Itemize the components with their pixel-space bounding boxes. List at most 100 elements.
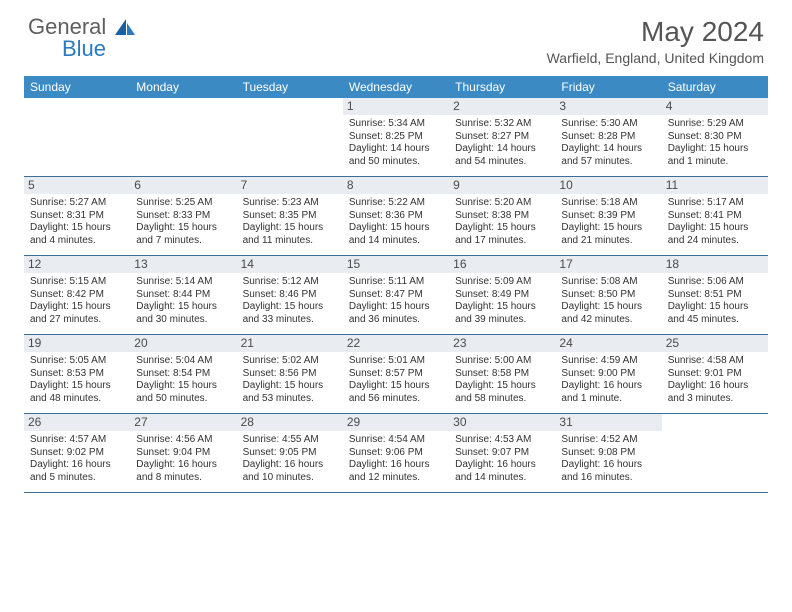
day-cell: 6Sunrise: 5:25 AMSunset: 8:33 PMDaylight…	[130, 177, 236, 255]
page-title: May 2024	[547, 16, 764, 48]
daylight-text: Daylight: 15 hours and 30 minutes.	[136, 301, 230, 326]
sunset-text: Sunset: 9:04 PM	[136, 447, 230, 460]
daylight-text: Daylight: 15 hours and 39 minutes.	[455, 301, 549, 326]
day-cell: 5 Sunrise: 5:27 AMSunset: 8:31 PMDaylight…	[24, 177, 130, 255]
daylight-text: Daylight: 16 hours and 16 minutes.	[561, 459, 655, 484]
daylight-text: Daylight: 15 hours and 4 minutes.	[30, 222, 124, 247]
sunrise-text: Sunrise: 5:23 AM	[243, 197, 337, 210]
day-cell: 9Sunrise: 5:20 AMSunset: 8:38 PMDaylight…	[449, 177, 555, 255]
sunrise-text: Sunrise: 5:04 AM	[136, 355, 230, 368]
sunrise-text: Sunrise: 5:14 AM	[136, 276, 230, 289]
sunset-text: Sunset: 8:31 PM	[30, 210, 124, 223]
sunset-text: Sunset: 8:58 PM	[455, 368, 549, 381]
day-cell	[237, 98, 343, 176]
day-number: 5	[24, 177, 130, 194]
day-number: 31	[555, 414, 661, 431]
daylight-text: Daylight: 15 hours and 56 minutes.	[349, 380, 443, 405]
daylight-text: Daylight: 16 hours and 14 minutes.	[455, 459, 549, 484]
day-number: 22	[343, 335, 449, 352]
sunrise-text: Sunrise: 5:00 AM	[455, 355, 549, 368]
day-number: 9	[449, 177, 555, 194]
day-number: 1	[343, 98, 449, 115]
day-number: 17	[555, 256, 661, 273]
sunset-text: Sunset: 8:38 PM	[455, 210, 549, 223]
sunset-text: Sunset: 8:33 PM	[136, 210, 230, 223]
sunrise-text: Sunrise: 5:01 AM	[349, 355, 443, 368]
day-header: Thursday	[449, 76, 555, 98]
sunset-text: Sunset: 8:28 PM	[561, 131, 655, 144]
day-header: Sunday	[24, 76, 130, 98]
daylight-text: Daylight: 15 hours and 27 minutes.	[30, 301, 124, 326]
header: General Blue May 2024 Warfield, England,…	[0, 0, 792, 70]
daylight-text: Daylight: 16 hours and 3 minutes.	[668, 380, 762, 405]
sunset-text: Sunset: 8:46 PM	[243, 289, 337, 302]
day-cell: 27Sunrise: 4:56 AMSunset: 9:04 PMDayligh…	[130, 414, 236, 492]
week-row: 19Sunrise: 5:05 AMSunset: 8:53 PMDayligh…	[24, 335, 768, 414]
sunset-text: Sunset: 8:44 PM	[136, 289, 230, 302]
day-cell: 17Sunrise: 5:08 AMSunset: 8:50 PMDayligh…	[555, 256, 661, 334]
day-number: 2	[449, 98, 555, 115]
day-cell	[24, 98, 130, 176]
sunrise-text: Sunrise: 5:30 AM	[561, 118, 655, 131]
day-cell: 30Sunrise: 4:53 AMSunset: 9:07 PMDayligh…	[449, 414, 555, 492]
sunset-text: Sunset: 9:05 PM	[243, 447, 337, 460]
day-number: 24	[555, 335, 661, 352]
week-row: 5Sunrise: 5:27 AMSunset: 8:31 PMDaylight…	[24, 177, 768, 256]
day-number: 23	[449, 335, 555, 352]
sunrise-text: Sunrise: 5:29 AM	[668, 118, 762, 131]
sunrise-text: Sunrise: 5:11 AM	[349, 276, 443, 289]
daylight-text: Daylight: 16 hours and 1 minute.	[561, 380, 655, 405]
logo-sail-icon	[114, 18, 136, 36]
day-number: 3	[555, 98, 661, 115]
daylight-text: Daylight: 15 hours and 42 minutes.	[561, 301, 655, 326]
day-cell: 20Sunrise: 5:04 AMSunset: 8:54 PMDayligh…	[130, 335, 236, 413]
sunrise-text: Sunrise: 5:06 AM	[668, 276, 762, 289]
sunrise-text: Sunrise: 5:08 AM	[561, 276, 655, 289]
sunrise-text: Sunrise: 4:53 AM	[455, 434, 549, 447]
sunrise-text: Sunrise: 5:27 AM	[30, 197, 124, 210]
daylight-text: Daylight: 15 hours and 58 minutes.	[455, 380, 549, 405]
week-row: 12Sunrise: 5:15 AMSunset: 8:42 PMDayligh…	[24, 256, 768, 335]
day-number: 21	[237, 335, 343, 352]
daylight-text: Daylight: 15 hours and 48 minutes.	[30, 380, 124, 405]
daylight-text: Daylight: 16 hours and 5 minutes.	[30, 459, 124, 484]
sunset-text: Sunset: 8:42 PM	[30, 289, 124, 302]
logo-text-2: Blue	[62, 38, 106, 60]
daylight-text: Daylight: 14 hours and 57 minutes.	[561, 143, 655, 168]
sunset-text: Sunset: 8:27 PM	[455, 131, 549, 144]
day-cell: 18Sunrise: 5:06 AMSunset: 8:51 PMDayligh…	[662, 256, 768, 334]
logo: General Blue	[28, 16, 136, 60]
day-number: 14	[237, 256, 343, 273]
day-cell: 11Sunrise: 5:17 AMSunset: 8:41 PMDayligh…	[662, 177, 768, 255]
day-number: 13	[130, 256, 236, 273]
sunset-text: Sunset: 8:39 PM	[561, 210, 655, 223]
day-cell: 31Sunrise: 4:52 AMSunset: 9:08 PMDayligh…	[555, 414, 661, 492]
sunset-text: Sunset: 9:06 PM	[349, 447, 443, 460]
day-cell	[662, 414, 768, 492]
calendar: SundayMondayTuesdayWednesdayThursdayFrid…	[24, 76, 768, 493]
day-cell: 22 Sunrise: 5:01 AMSunset: 8:57 PMDayligh…	[343, 335, 449, 413]
sunset-text: Sunset: 8:35 PM	[243, 210, 337, 223]
sunset-text: Sunset: 8:56 PM	[243, 368, 337, 381]
sunrise-text: Sunrise: 5:09 AM	[455, 276, 549, 289]
day-cell: 19Sunrise: 5:05 AMSunset: 8:53 PMDayligh…	[24, 335, 130, 413]
sunset-text: Sunset: 9:00 PM	[561, 368, 655, 381]
daylight-text: Daylight: 15 hours and 36 minutes.	[349, 301, 443, 326]
sunset-text: Sunset: 9:08 PM	[561, 447, 655, 460]
sunrise-text: Sunrise: 5:15 AM	[30, 276, 124, 289]
day-cell: 26Sunrise: 4:57 AMSunset: 9:02 PMDayligh…	[24, 414, 130, 492]
sunset-text: Sunset: 8:49 PM	[455, 289, 549, 302]
sunset-text: Sunset: 8:57 PM	[349, 368, 443, 381]
day-number: 7	[237, 177, 343, 194]
sunset-text: Sunset: 9:01 PM	[668, 368, 762, 381]
day-cell: 8Sunrise: 5:22 AMSunset: 8:36 PMDaylight…	[343, 177, 449, 255]
daylight-text: Daylight: 15 hours and 24 minutes.	[668, 222, 762, 247]
day-cell: 7Sunrise: 5:23 AMSunset: 8:35 PMDaylight…	[237, 177, 343, 255]
daylight-text: Daylight: 14 hours and 54 minutes.	[455, 143, 549, 168]
sunrise-text: Sunrise: 5:32 AM	[455, 118, 549, 131]
day-cell: 4Sunrise: 5:29 AMSunset: 8:30 PMDaylight…	[662, 98, 768, 176]
sunrise-text: Sunrise: 5:05 AM	[30, 355, 124, 368]
day-number: 20	[130, 335, 236, 352]
sunset-text: Sunset: 9:02 PM	[30, 447, 124, 460]
day-number: 4	[662, 98, 768, 115]
